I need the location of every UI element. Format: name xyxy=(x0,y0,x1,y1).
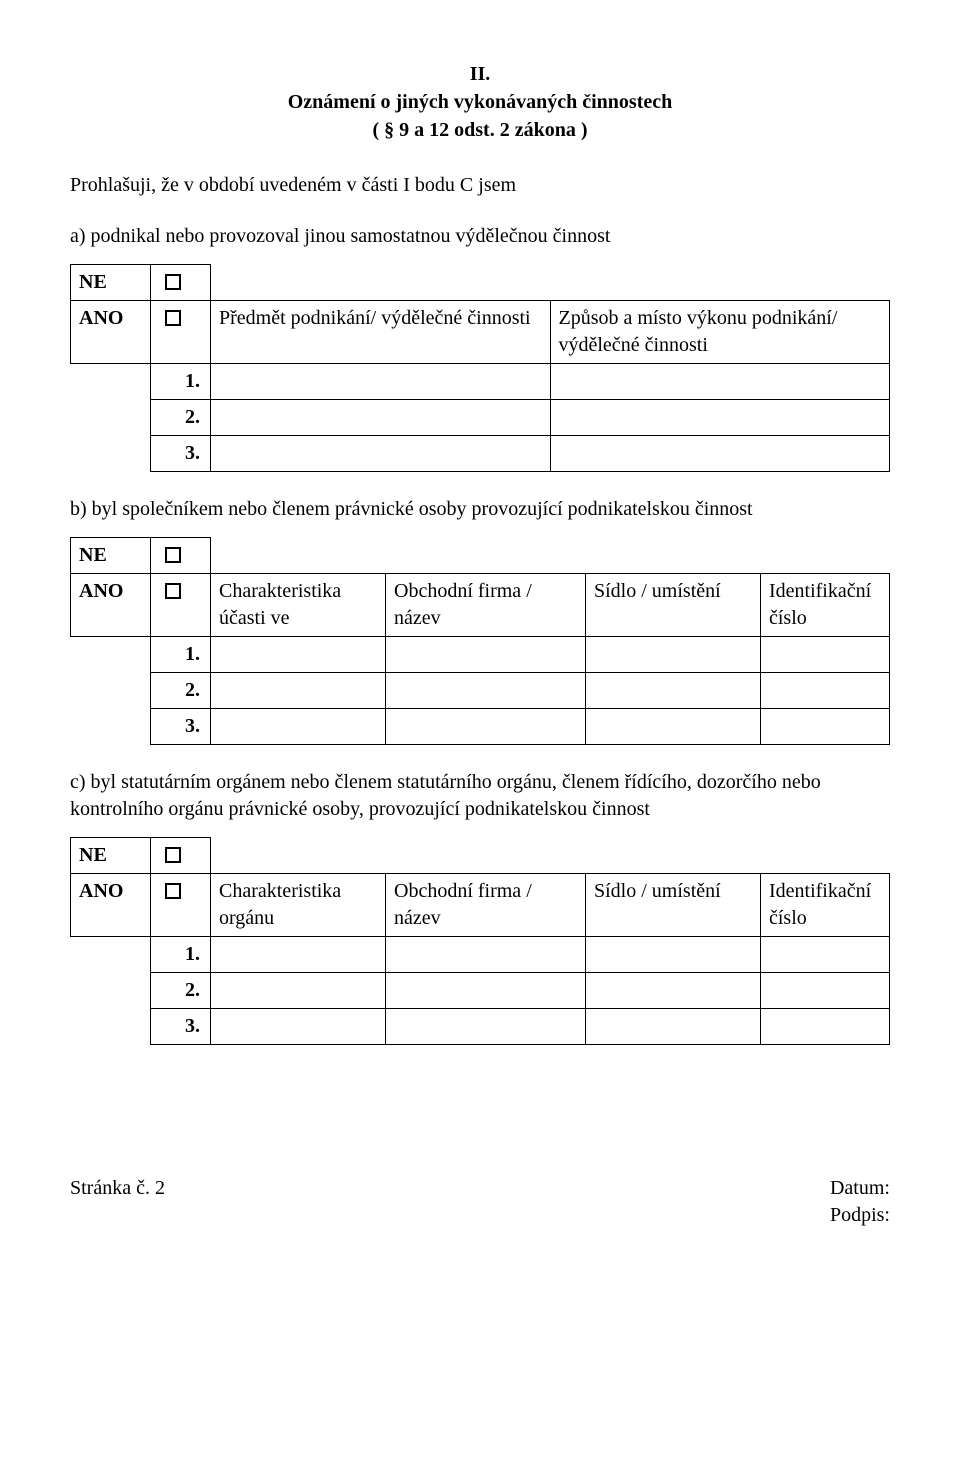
page-header: II. Oznámení o jiných vykonávaných činno… xyxy=(70,60,890,144)
section-c-col3: Sídlo / umístění xyxy=(586,874,761,937)
ano-label: ANO xyxy=(71,874,151,937)
table-row: 1. xyxy=(71,364,890,400)
ano-checkbox-cell xyxy=(151,301,211,364)
checkbox-icon[interactable] xyxy=(165,583,181,599)
section-c-col2: Obchodní firma / název xyxy=(386,874,586,937)
ne-checkbox-cell xyxy=(151,265,211,301)
ano-label: ANO xyxy=(71,301,151,364)
header-line2: Oznámení o jiných vykonávaných činnostec… xyxy=(70,88,890,116)
checkbox-icon[interactable] xyxy=(165,547,181,563)
checkbox-icon[interactable] xyxy=(165,883,181,899)
header-line1: II. xyxy=(70,60,890,88)
ne-checkbox-cell xyxy=(151,838,211,874)
table-row: 1. xyxy=(71,937,890,973)
checkbox-icon[interactable] xyxy=(165,847,181,863)
table-row: 1. xyxy=(71,637,890,673)
section-c-col4: Identifikační číslo xyxy=(761,874,890,937)
ano-checkbox-cell xyxy=(151,574,211,637)
table-row: 3. xyxy=(71,1009,890,1045)
table-row: 3. xyxy=(71,436,890,472)
table-row: 3. xyxy=(71,709,890,745)
section-c-table: NE ANO Charakteristika orgánu Obchodní f… xyxy=(70,837,890,1045)
section-a-table: NE ANO Předmět podnikání/ výdělečné činn… xyxy=(70,264,890,472)
section-b-table: NE ANO Charakteristika účasti ve Obchodn… xyxy=(70,537,890,745)
section-c-col1: Charakteristika orgánu xyxy=(211,874,386,937)
section-b-col3: Sídlo / umístění xyxy=(586,574,761,637)
ano-checkbox-cell xyxy=(151,874,211,937)
checkbox-icon[interactable] xyxy=(165,274,181,290)
footer-right: Datum: Podpis: xyxy=(830,1175,890,1229)
section-c-lead: c) byl statutárním orgánem nebo členem s… xyxy=(70,769,890,823)
footer-date: Datum: xyxy=(830,1175,890,1202)
ne-label: NE xyxy=(71,538,151,574)
checkbox-icon[interactable] xyxy=(165,310,181,326)
section-a-col2: Způsob a místo výkonu podnikání/ výděleč… xyxy=(550,301,890,364)
page-footer: Stránka č. 2 Datum: Podpis: xyxy=(70,1175,890,1229)
ne-label: NE xyxy=(71,265,151,301)
section-a-col1: Předmět podnikání/ výdělečné činnosti xyxy=(211,301,551,364)
ne-label: NE xyxy=(71,838,151,874)
table-row: 2. xyxy=(71,673,890,709)
section-b-col2: Obchodní firma / název xyxy=(386,574,586,637)
section-b-lead: b) byl společníkem nebo členem právnické… xyxy=(70,496,890,523)
footer-signature: Podpis: xyxy=(830,1202,890,1229)
section-a-lead: a) podnikal nebo provozoval jinou samost… xyxy=(70,223,890,250)
header-line3: ( § 9 a 12 odst. 2 zákona ) xyxy=(70,116,890,144)
footer-left: Stránka č. 2 xyxy=(70,1175,165,1229)
table-row: 2. xyxy=(71,973,890,1009)
ano-label: ANO xyxy=(71,574,151,637)
section-b-col4: Identifikační číslo xyxy=(761,574,890,637)
intro-text: Prohlašuji, že v období uvedeném v části… xyxy=(70,172,890,199)
table-row: 2. xyxy=(71,400,890,436)
ne-checkbox-cell xyxy=(151,538,211,574)
section-b-col1: Charakteristika účasti ve xyxy=(211,574,386,637)
